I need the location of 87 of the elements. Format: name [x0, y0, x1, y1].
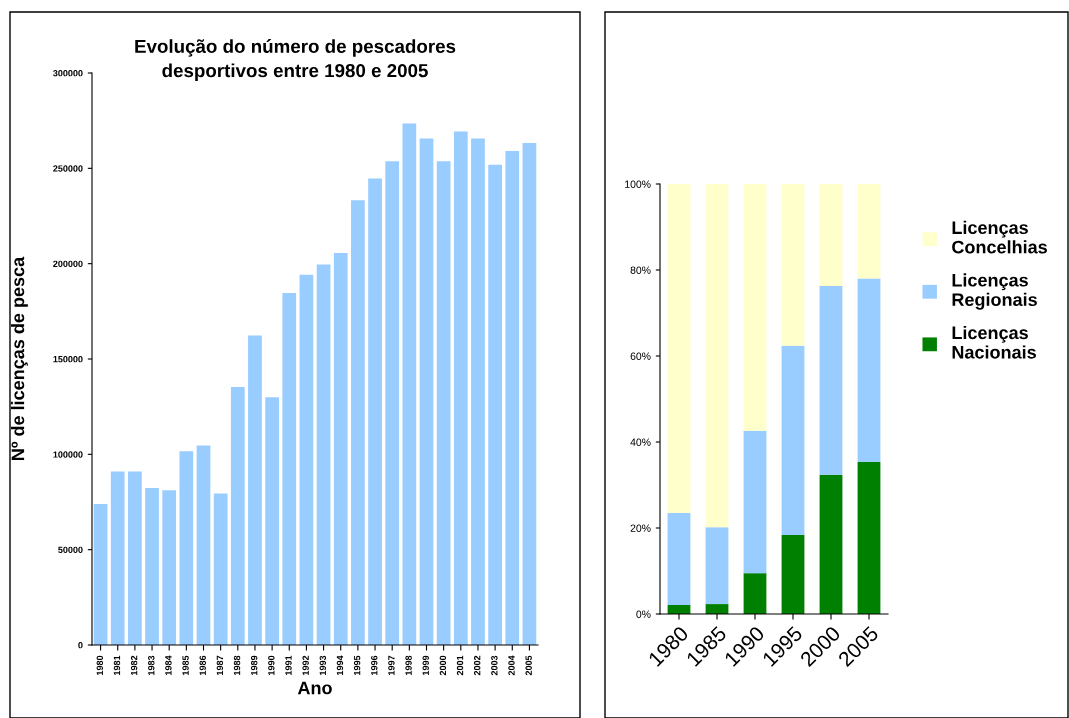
bar [316, 264, 331, 645]
x-axis-title: Ano [297, 681, 332, 695]
y-tick-label: 0 [78, 641, 83, 649]
x-tick-label: 1985 [182, 655, 189, 675]
bar [145, 487, 159, 645]
y-tick-label: 40% [630, 438, 651, 446]
bar [179, 451, 194, 645]
x-tick-label: 1983 [148, 655, 155, 675]
bar [162, 490, 177, 645]
x-tick-label: 1984 [165, 655, 172, 675]
x-tick-label: 1995 [353, 655, 361, 675]
bar [505, 150, 520, 645]
y-tick-label: 0% [636, 610, 651, 618]
bar [781, 345, 805, 535]
x-tick-label: 1987 [216, 655, 224, 675]
x-tick-label: 1982 [130, 655, 138, 675]
y-tick-label: 300000 [53, 69, 83, 77]
bar [351, 200, 365, 645]
x-tick-label: 1998 [405, 655, 412, 675]
y-tick-label: 100000 [53, 451, 83, 458]
x-tick-label: 1981 [113, 655, 121, 675]
bar [743, 430, 767, 574]
bar [781, 534, 805, 614]
bar [743, 184, 767, 431]
bar [385, 161, 400, 645]
x-tick-label: 1988 [233, 655, 241, 675]
bar [857, 184, 881, 279]
x-tick-label: 1999 [422, 655, 429, 675]
bar [419, 138, 434, 645]
bar [488, 164, 502, 645]
bar [299, 274, 314, 645]
x-tick-label: 1980 [96, 655, 103, 675]
bar [196, 445, 211, 645]
legend-label: Licenças Regionais [952, 273, 1037, 310]
bar [522, 142, 537, 645]
bar [819, 184, 843, 286]
y-axis-title: Nº de licenças de pesca [11, 256, 28, 460]
x-tick-label: 1996 [371, 655, 378, 675]
bar [705, 184, 729, 528]
x-tick-label: 1993 [319, 655, 327, 675]
x-tick-label: 2001 [456, 655, 464, 676]
y-tick-label: 20% [630, 524, 651, 532]
legend-label: Licenças Concelhias [952, 220, 1047, 254]
bar [781, 184, 805, 346]
x-tick-label: 1989 [250, 655, 258, 675]
x-tick-label: 1990 [268, 655, 275, 675]
y-tick-label: 250000 [53, 165, 83, 172]
bar [402, 123, 417, 645]
bar [819, 474, 843, 614]
bar [93, 503, 108, 645]
bar [819, 285, 843, 475]
bar [213, 493, 228, 645]
chart-title: Evolução do número de pescadores desportivos entre 1980 e 2005 [135, 39, 456, 81]
y-tick-label: 50000 [58, 546, 83, 554]
y-tick-label: 100% [625, 180, 651, 188]
x-tick-label: 1992 [302, 655, 309, 675]
x-tick-label: 2002 [473, 655, 481, 676]
bar [667, 512, 691, 605]
x-tick-label: 1986 [199, 655, 206, 675]
x-tick-label: 2000 [439, 655, 447, 676]
legend-label: Licenças Nacionais [952, 325, 1036, 359]
bar [248, 335, 262, 645]
bar [265, 397, 279, 645]
bar [705, 527, 729, 605]
bar [436, 161, 451, 645]
bar [857, 278, 881, 462]
bar [453, 131, 468, 645]
bar [282, 293, 297, 645]
bar [368, 178, 382, 645]
bar [128, 471, 142, 645]
x-tick-label: 1994 [336, 655, 344, 675]
bar [743, 573, 767, 614]
bar [230, 387, 245, 645]
bar [333, 252, 348, 645]
bar [857, 461, 881, 614]
y-tick-label: 200000 [53, 260, 83, 268]
y-tick-label: 150000 [53, 355, 83, 363]
x-tick-label: 2003 [491, 655, 498, 676]
x-tick-label: 1991 [285, 655, 292, 675]
bar [471, 138, 485, 645]
bar [667, 184, 691, 513]
x-tick-label: 2004 [508, 655, 515, 676]
x-tick-label: 1997 [388, 655, 395, 675]
x-tick-label: 2005 [525, 655, 532, 676]
y-tick-label: 60% [630, 352, 651, 360]
y-tick-label: 80% [630, 266, 651, 274]
bar [110, 471, 125, 645]
